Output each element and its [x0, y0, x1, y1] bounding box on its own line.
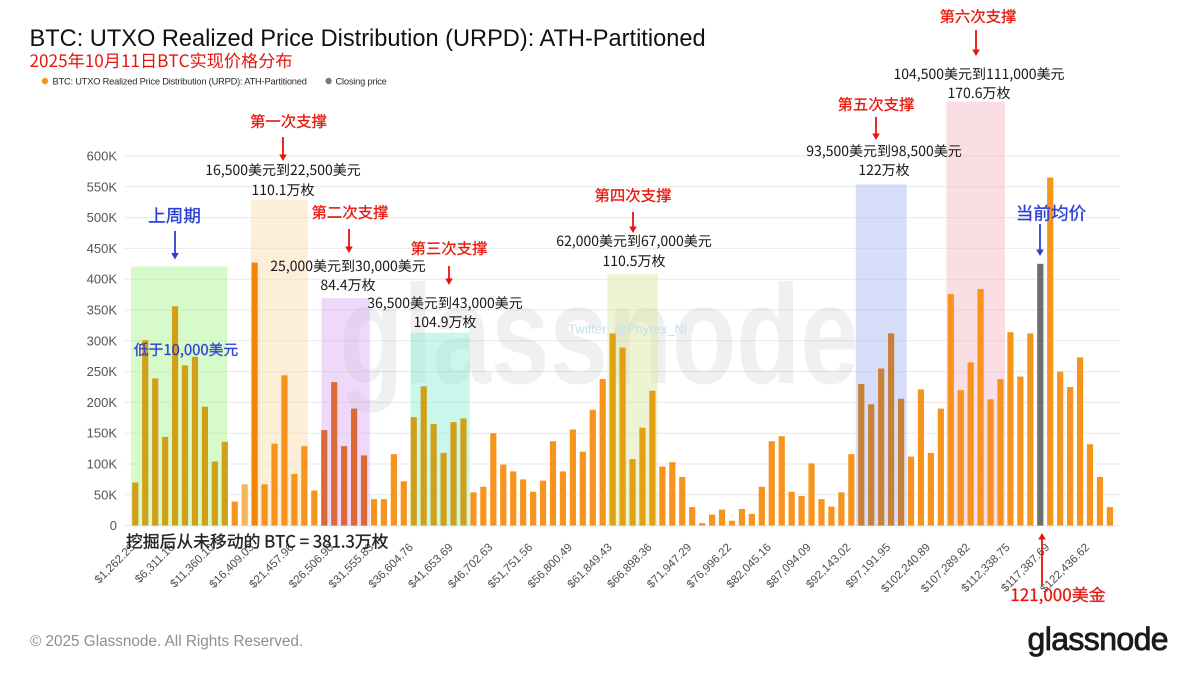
- svg-text:250K: 250K: [87, 364, 118, 379]
- svg-text:200K: 200K: [87, 395, 118, 410]
- svg-text:550K: 550K: [87, 179, 118, 194]
- svg-text:500K: 500K: [87, 210, 118, 225]
- svg-text:0: 0: [110, 518, 117, 533]
- svg-text:glassnode: glassnode: [1028, 621, 1169, 657]
- svg-text:150K: 150K: [87, 426, 118, 441]
- svg-text:100K: 100K: [87, 457, 118, 472]
- svg-text:300K: 300K: [87, 333, 118, 348]
- svg-text:450K: 450K: [87, 241, 118, 256]
- svg-text:400K: 400K: [87, 272, 118, 287]
- svg-text:350K: 350K: [87, 303, 118, 318]
- svg-text:BTC: UTXO Realized Price Distr: BTC: UTXO Realized Price Distribution (U…: [30, 26, 706, 52]
- svg-text:Twitter: @Phyrex_Ni: Twitter: @Phyrex_Ni: [568, 322, 687, 337]
- svg-text:50K: 50K: [94, 487, 117, 502]
- svg-text:600K: 600K: [87, 149, 118, 164]
- svg-text:BTC: UTXO Realized Price Distr: BTC: UTXO Realized Price Distribution (U…: [53, 77, 307, 87]
- svg-text:Closing price: Closing price: [336, 77, 387, 87]
- svg-text:© 2025 Glassnode. All Rights R: © 2025 Glassnode. All Rights Reserved.: [30, 633, 303, 650]
